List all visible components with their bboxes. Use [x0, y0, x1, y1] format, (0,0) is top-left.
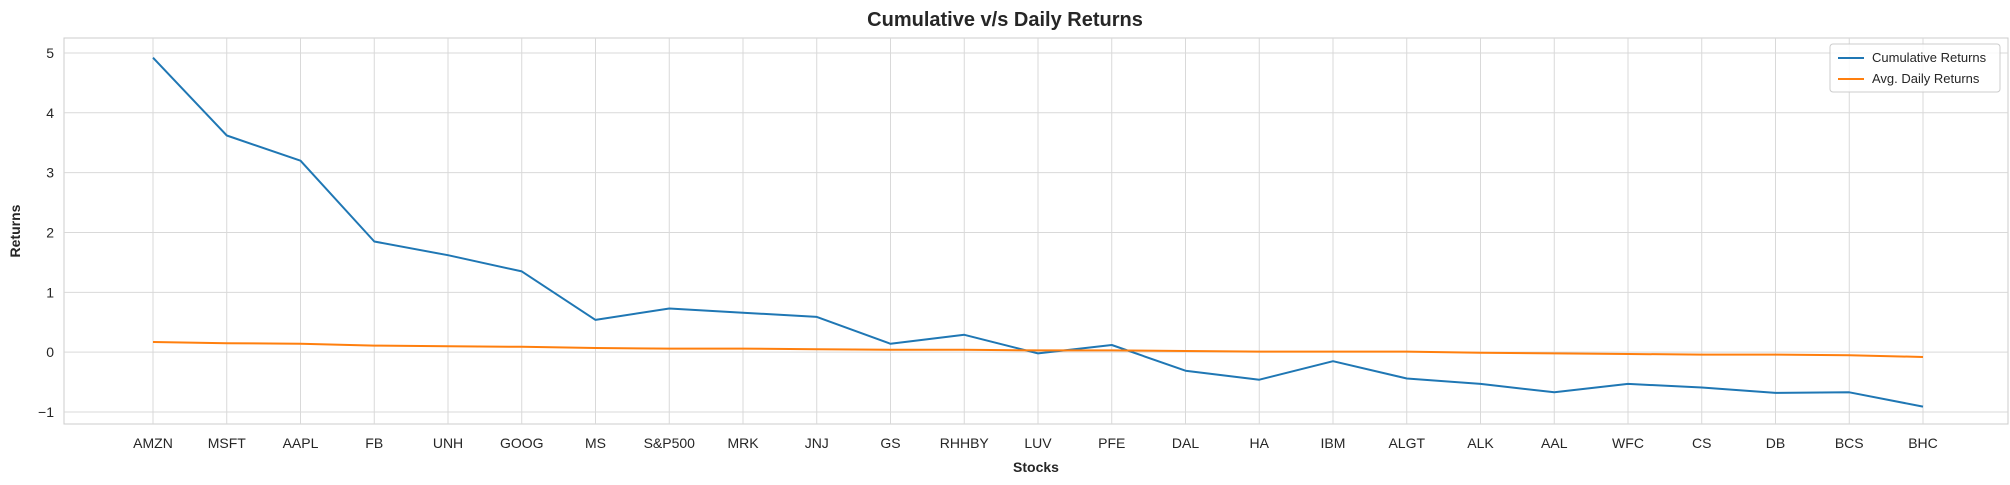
x-tick-label: GS [880, 435, 900, 451]
x-tick-label: GOOG [500, 435, 544, 451]
x-tick-label: DB [1766, 435, 1785, 451]
y-tick-label: 1 [46, 284, 54, 300]
x-tick-label: AMZN [133, 435, 173, 451]
x-tick-label: DAL [1172, 435, 1199, 451]
x-axis-label: Stocks [1013, 459, 1059, 475]
chart-title: Cumulative v/s Daily Returns [867, 9, 1143, 31]
y-axis-label: Returns [7, 204, 23, 257]
series-line-1 [152, 341, 1924, 358]
y-tick-label: 4 [46, 105, 54, 121]
y-axis: −1 0 1 2 3 4 5 [38, 45, 54, 420]
x-tick-label: AAL [1541, 435, 1568, 451]
x-tick-label: IBM [1321, 435, 1346, 451]
series [152, 57, 1924, 408]
x-tick-label: ALK [1467, 435, 1494, 451]
x-tick-label: MSFT [208, 435, 247, 451]
x-tick-label: BHC [1908, 435, 1938, 451]
x-tick-label: S&P500 [644, 435, 696, 451]
legend-label-cumulative: Cumulative Returns [1872, 50, 1987, 65]
x-tick-label: UNH [433, 435, 463, 451]
plot-area [63, 37, 2009, 425]
y-tick-label: 3 [46, 165, 54, 181]
x-tick-label: MS [585, 435, 606, 451]
y-tick-label: 0 [46, 344, 54, 360]
x-tick-label: PFE [1098, 435, 1125, 451]
grid [64, 38, 2008, 424]
x-tick-label: AAPL [283, 435, 319, 451]
x-tick-label: MRK [727, 435, 759, 451]
x-tick-label: WFC [1612, 435, 1644, 451]
x-tick-label: BCS [1835, 435, 1864, 451]
x-axis: AMZN MSFT AAPL FB UNH GOOG MS S&P500 MRK JNJ GS RHH… [133, 435, 1938, 451]
y-tick-label: −1 [38, 404, 54, 420]
legend-box [1829, 43, 2001, 93]
x-tick-label: LUV [1024, 435, 1052, 451]
legend-label-daily: Avg. Daily Returns [1872, 71, 1980, 86]
series-line-0 [152, 57, 1924, 408]
x-tick-label: RHHBY [940, 435, 990, 451]
y-tick-label: 5 [46, 45, 54, 61]
y-tick-label: 2 [46, 224, 54, 240]
x-tick-label: CS [1692, 435, 1711, 451]
x-tick-label: ALGT [1388, 435, 1425, 451]
legend: Cumulative Returns Avg. Daily Returns [1829, 43, 2001, 93]
x-tick-label: HA [1250, 435, 1270, 451]
x-tick-label: FB [365, 435, 383, 451]
x-tick-label: JNJ [805, 435, 829, 451]
